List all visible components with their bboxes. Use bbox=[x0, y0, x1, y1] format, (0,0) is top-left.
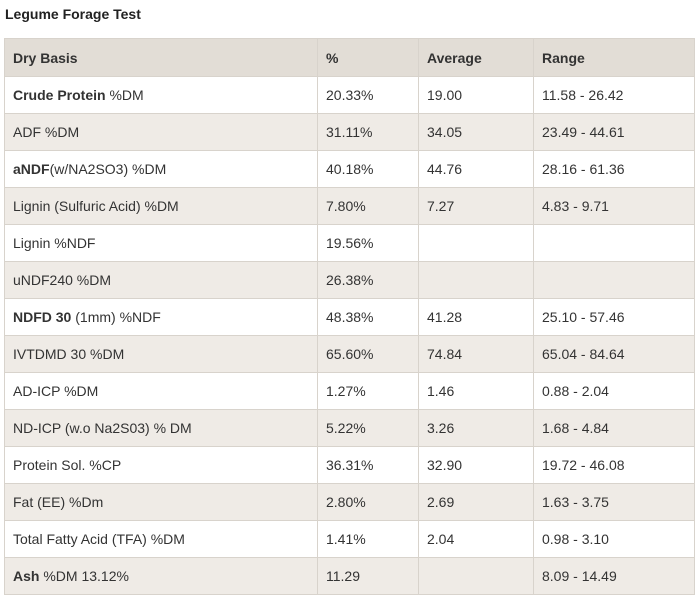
cell-percent: 1.27% bbox=[317, 372, 419, 410]
row-label-bold: Ash bbox=[13, 568, 40, 584]
header-dry-basis: Dry Basis bbox=[4, 38, 318, 77]
row-label-text: (1mm) %NDF bbox=[71, 309, 161, 325]
row-label-text: ND-ICP (w.o Na2S03) % DM bbox=[13, 420, 192, 436]
row-label-bold: Crude Protein bbox=[13, 87, 106, 103]
row-label-text: Fat (EE) %Dm bbox=[13, 494, 104, 510]
table-row: Crude Protein %DM 20.33% 19.00 11.58 - 26.4… bbox=[4, 76, 695, 114]
table-row: Lignin (Sulfuric Acid) %DM 7.80% 7.27 4.83 … bbox=[4, 187, 695, 225]
row-label-text: %DM 13.12% bbox=[39, 568, 129, 584]
cell-range: 19.72 - 46.08 bbox=[533, 446, 695, 484]
cell-average: 7.27 bbox=[418, 187, 534, 225]
table-row: Lignin %NDF 19.56% bbox=[4, 224, 695, 262]
cell-range: 0.88 - 2.04 bbox=[533, 372, 695, 410]
cell-range: 4.83 - 9.71 bbox=[533, 187, 695, 225]
cell-range: 1.63 - 3.75 bbox=[533, 483, 695, 521]
row-label: Fat (EE) %Dm bbox=[4, 483, 318, 521]
row-label-text: %DM bbox=[105, 87, 144, 103]
cell-average: 2.69 bbox=[418, 483, 534, 521]
row-label: NDFD 30 (1mm) %NDF bbox=[4, 298, 318, 336]
cell-range: 25.10 - 57.46 bbox=[533, 298, 695, 336]
row-label: Ash %DM 13.12% bbox=[4, 557, 318, 595]
cell-range: 23.49 - 44.61 bbox=[533, 113, 695, 151]
row-label-text: Protein Sol. %CP bbox=[13, 457, 122, 473]
header-range: Range bbox=[533, 38, 695, 77]
table-row: aNDF(w/NA2SO3) %DM 40.18% 44.76 28.16 - 61.… bbox=[4, 150, 695, 188]
cell-percent: 65.60% bbox=[317, 335, 419, 373]
table-row: AD-ICP %DM 1.27% 1.46 0.88 - 2.04 bbox=[4, 372, 695, 410]
cell-percent: 2.80% bbox=[317, 483, 419, 521]
cell-percent: 5.22% bbox=[317, 409, 419, 447]
row-label: Total Fatty Acid (TFA) %DM bbox=[4, 520, 318, 558]
row-label-bold: NDFD 30 bbox=[13, 309, 72, 325]
cell-range: 65.04 - 84.64 bbox=[533, 335, 695, 373]
cell-percent: 40.18% bbox=[317, 150, 419, 188]
row-label: uNDF240 %DM bbox=[4, 261, 318, 299]
cell-average: 34.05 bbox=[418, 113, 534, 151]
row-label: Crude Protein %DM bbox=[4, 76, 318, 114]
cell-percent: 7.80% bbox=[317, 187, 419, 225]
row-label-text: Total Fatty Acid (TFA) %DM bbox=[13, 531, 185, 547]
cell-percent: 19.56% bbox=[317, 224, 419, 262]
row-label-text: Lignin (Sulfuric Acid) %DM bbox=[13, 198, 179, 214]
row-label: Lignin %NDF bbox=[4, 224, 318, 262]
row-label-text: (w/NA2SO3) %DM bbox=[49, 161, 167, 177]
row-label: AD-ICP %DM bbox=[4, 372, 318, 410]
cell-range: 28.16 - 61.36 bbox=[533, 150, 695, 188]
cell-average: 3.26 bbox=[418, 409, 534, 447]
cell-percent: 48.38% bbox=[317, 298, 419, 336]
row-label-text: ADF %DM bbox=[13, 124, 80, 140]
cell-average bbox=[418, 261, 534, 299]
cell-average: 2.04 bbox=[418, 520, 534, 558]
cell-average: 41.28 bbox=[418, 298, 534, 336]
table-row: uNDF240 %DM 26.38% bbox=[4, 261, 695, 299]
cell-range: 11.58 - 26.42 bbox=[533, 76, 695, 114]
table-row: IVTDMD 30 %DM 65.60% 74.84 65.04 - 84.64 bbox=[4, 335, 695, 373]
row-label-text: IVTDMD 30 %DM bbox=[13, 346, 125, 362]
header-average: Average bbox=[418, 38, 534, 77]
cell-range: 8.09 - 14.49 bbox=[533, 557, 695, 595]
cell-average bbox=[418, 224, 534, 262]
row-label: IVTDMD 30 %DM bbox=[4, 335, 318, 373]
cell-percent: 1.41% bbox=[317, 520, 419, 558]
cell-average: 44.76 bbox=[418, 150, 534, 188]
cell-average bbox=[418, 557, 534, 595]
row-label: ADF %DM bbox=[4, 113, 318, 151]
cell-percent: 26.38% bbox=[317, 261, 419, 299]
table-row: Ash %DM 13.12% 11.29 8.09 - 14.49 bbox=[4, 557, 695, 595]
cell-percent: 11.29 bbox=[317, 557, 419, 595]
table-header-row: Dry Basis % Average Range bbox=[4, 38, 695, 77]
row-label: Protein Sol. %CP bbox=[4, 446, 318, 484]
cell-average: 74.84 bbox=[418, 335, 534, 373]
cell-average: 1.46 bbox=[418, 372, 534, 410]
page-title: Legume Forage Test bbox=[5, 6, 141, 22]
table-row: Protein Sol. %CP 36.31% 32.90 19.72 - 46.08 bbox=[4, 446, 695, 484]
header-percent: % bbox=[317, 38, 419, 77]
row-label-text: AD-ICP %DM bbox=[13, 383, 99, 399]
cell-range: 0.98 - 3.10 bbox=[533, 520, 695, 558]
cell-percent: 31.11% bbox=[317, 113, 419, 151]
row-label: ND-ICP (w.o Na2S03) % DM bbox=[4, 409, 318, 447]
table-row: ND-ICP (w.o Na2S03) % DM 5.22% 3.26 1.68 - … bbox=[4, 409, 695, 447]
table-row: Total Fatty Acid (TFA) %DM 1.41% 2.04 0.98 … bbox=[4, 520, 695, 558]
cell-range bbox=[533, 224, 695, 262]
cell-percent: 20.33% bbox=[317, 76, 419, 114]
row-label-text: Lignin %NDF bbox=[13, 235, 96, 251]
cell-range: 1.68 - 4.84 bbox=[533, 409, 695, 447]
row-label: aNDF(w/NA2SO3) %DM bbox=[4, 150, 318, 188]
table-row: NDFD 30 (1mm) %NDF 48.38% 41.28 25.10 - 57.… bbox=[4, 298, 695, 336]
row-label-text: uNDF240 %DM bbox=[13, 272, 112, 288]
cell-average: 19.00 bbox=[418, 76, 534, 114]
table-row: ADF %DM 31.11% 34.05 23.49 - 44.61 bbox=[4, 113, 695, 151]
row-label: Lignin (Sulfuric Acid) %DM bbox=[4, 187, 318, 225]
cell-average: 32.90 bbox=[418, 446, 534, 484]
row-label-bold: aNDF bbox=[13, 161, 50, 177]
table-row: Fat (EE) %Dm 2.80% 2.69 1.63 - 3.75 bbox=[4, 483, 695, 521]
cell-range bbox=[533, 261, 695, 299]
forage-test-table: Dry Basis % Average Range Crude Protein … bbox=[4, 38, 695, 595]
cell-percent: 36.31% bbox=[317, 446, 419, 484]
